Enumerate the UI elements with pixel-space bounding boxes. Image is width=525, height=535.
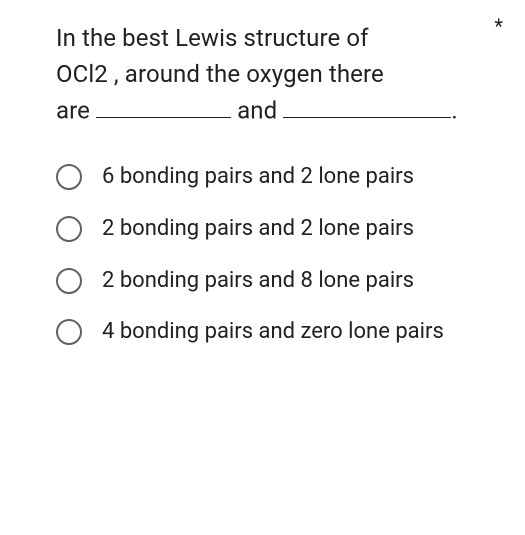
radio-option-1[interactable]: 6 bonding pairs and 2 lone pairs <box>56 162 497 192</box>
blank-2 <box>283 92 451 118</box>
radio-option-4[interactable]: 4 bonding pairs and zero lone pairs <box>56 317 497 347</box>
radio-option-2[interactable]: 2 bonding pairs and 2 lone pairs <box>56 214 497 244</box>
question-line-1: In the best Lewis structure of <box>56 24 369 52</box>
blank-1 <box>96 92 231 118</box>
question-text-block: In the best Lewis structure of OCl2 , ar… <box>56 20 497 128</box>
radio-option-3[interactable]: 2 bonding pairs and 8 lone pairs <box>56 266 497 296</box>
option-label: 4 bonding pairs and zero lone pairs <box>102 317 444 347</box>
radio-circle-icon <box>56 319 82 345</box>
question-line-3-pre: are <box>56 96 90 124</box>
radio-circle-icon <box>56 164 82 190</box>
option-label: 2 bonding pairs and 2 lone pairs <box>102 214 414 244</box>
radio-circle-icon <box>56 216 82 242</box>
options-group: 6 bonding pairs and 2 lone pairs 2 bondi… <box>56 162 497 347</box>
required-asterisk: * <box>494 14 503 38</box>
question-period: . <box>451 96 457 124</box>
question-line-2: OCl2 , around the oxygen there <box>56 60 384 88</box>
radio-circle-icon <box>56 268 82 294</box>
option-label: 2 bonding pairs and 8 lone pairs <box>102 266 414 296</box>
question-line-3-mid: and <box>237 96 277 124</box>
question-text: In the best Lewis structure of OCl2 , ar… <box>56 20 497 128</box>
option-label: 6 bonding pairs and 2 lone pairs <box>102 162 414 192</box>
